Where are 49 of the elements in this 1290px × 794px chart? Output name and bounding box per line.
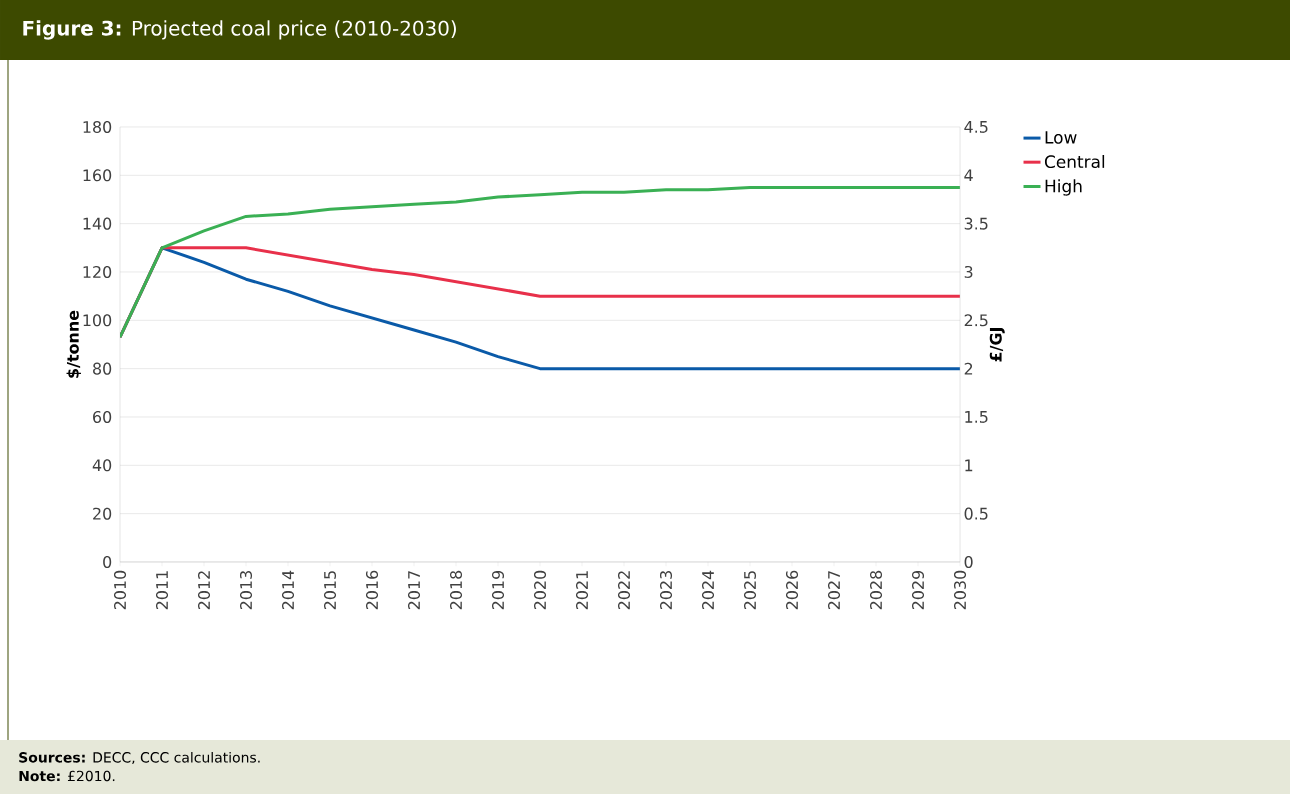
y2-tick-label: 4: [964, 169, 973, 182]
x-tick-label: 2014: [281, 570, 295, 610]
y2-tick-label: 1.5: [965, 411, 988, 423]
x-tick-label: 2016: [365, 570, 379, 610]
x-tick-label: 2015: [323, 571, 337, 610]
x-tick-label: 2029: [911, 570, 925, 610]
x-tick-label: 2021: [575, 571, 589, 610]
y2-axis-title: £/GJ: [989, 327, 1005, 362]
x-tick-label: 2027: [827, 571, 841, 610]
y-tick-label: 120: [83, 265, 112, 278]
x-tick-label: 2025: [743, 571, 757, 610]
y-axis-title: $/tonne: [66, 310, 81, 378]
y2-tick-label: 3.5: [964, 217, 988, 230]
x-tick-label: 2023: [659, 571, 673, 610]
y2-tick-label: 2.5: [964, 314, 988, 327]
x-tick-label: 2019: [491, 570, 505, 610]
legend-label: Central: [1044, 154, 1105, 169]
y-tick-label: 40: [92, 459, 112, 472]
x-tick-label: 2030: [953, 570, 967, 610]
y2-tick-label: 2: [964, 362, 973, 375]
text: Note: £2010.: [19, 770, 115, 782]
y-tick-label: 160: [83, 169, 112, 182]
x-tick-label: 2028: [869, 570, 883, 610]
x-tick-label: 2026: [785, 570, 799, 610]
y-tick-label: 180: [83, 120, 112, 133]
x-tick-label: 2020: [533, 570, 547, 610]
y-tick-label: 60: [93, 410, 112, 423]
x-tick-label: 2018: [449, 570, 463, 610]
y2-tick-label: 3: [964, 265, 973, 278]
x-tick-label: 2012: [197, 571, 211, 610]
x-tick-label: 2010: [113, 570, 127, 610]
y-tick-label: 140: [83, 217, 112, 230]
chart-title: Figure 3: Projected coal price (2010-2030): [23, 20, 456, 40]
y-tick-label: 20: [93, 507, 112, 520]
y-tick-label: 0: [103, 555, 112, 569]
text: Sources: DECC, CCC calculations.: [19, 751, 260, 765]
y-tick-label: 100: [83, 314, 112, 327]
legend-label: High: [1045, 179, 1082, 196]
legend-label: Low: [1045, 131, 1077, 144]
x-tick-label: 2011: [155, 571, 169, 610]
y-tick-label: 80: [93, 362, 112, 375]
y2-tick-label: 0.5: [964, 507, 988, 520]
x-tick-label: 2013: [239, 571, 253, 610]
x-tick-label: 2022: [617, 571, 631, 610]
x-tick-label: 2024: [701, 570, 715, 610]
y2-tick-label: 0: [964, 555, 973, 568]
y2-tick-label: 1: [965, 459, 973, 472]
y2-tick-label: 4.5: [964, 121, 988, 133]
x-tick-label: 2017: [407, 571, 421, 610]
